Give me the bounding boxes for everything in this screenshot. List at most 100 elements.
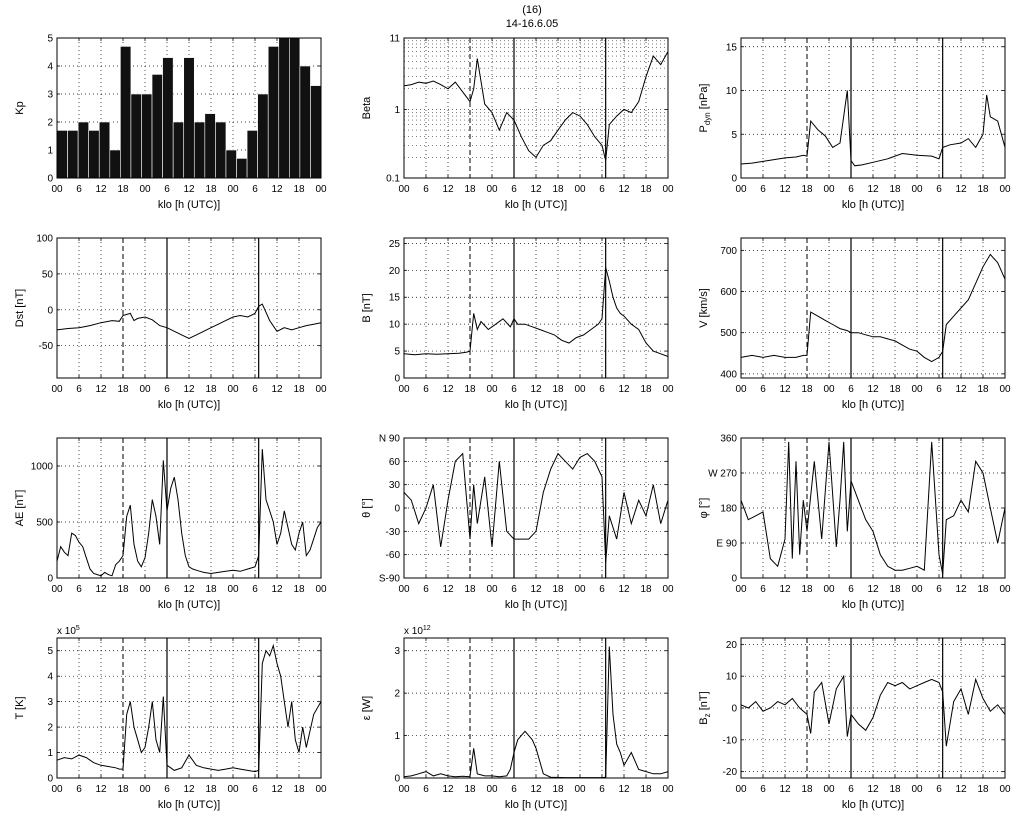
kp-bar	[172, 121, 185, 179]
plot-frame	[740, 637, 1006, 779]
figure-subtitle: 14-16.6.05	[505, 18, 559, 30]
x-tick-label: 6	[164, 384, 170, 395]
x-tick-label: 6	[252, 784, 258, 795]
x-tick-label: 6	[164, 784, 170, 795]
series-line-temp	[56, 643, 322, 773]
x-tick-label: 12	[955, 584, 967, 595]
x-tick-label: 00	[51, 584, 63, 595]
y-tick-label: 3	[47, 697, 53, 708]
x-tick-label: 00	[486, 584, 498, 595]
x-tick-label: 00	[735, 584, 747, 595]
plot-frame	[403, 637, 669, 779]
x-tick-label: 6	[760, 784, 766, 795]
plot-frame	[740, 37, 1006, 179]
y-tick-label: 180	[720, 504, 737, 515]
x-tick-label: 00	[823, 584, 835, 595]
y-tick-label: 5	[47, 646, 53, 657]
x-axis-label: klo [h (UTC)]	[158, 799, 220, 811]
x-tick-label: 00	[398, 184, 410, 195]
x-tick-label: 00	[735, 184, 747, 195]
y-tick-label: 400	[720, 369, 737, 380]
x-tick-label: 00	[662, 184, 674, 195]
figure-title: (16)	[522, 4, 542, 16]
y-tick-label: W 270	[708, 469, 737, 480]
x-tick-label: 18	[552, 784, 564, 795]
x-axis-label: klo [h (UTC)]	[505, 399, 567, 411]
x-tick-label: 00	[227, 784, 239, 795]
x-tick-label: 18	[640, 184, 652, 195]
y-axis-label: Dst [nT]	[14, 289, 26, 328]
y-tick-label: -50	[39, 341, 54, 352]
kp-bar	[215, 121, 227, 179]
x-tick-label: 6	[936, 184, 942, 195]
x-tick-label: 12	[779, 584, 791, 595]
x-tick-label: 12	[271, 184, 283, 195]
x-tick-label: 12	[271, 584, 283, 595]
kp-bar	[278, 37, 290, 179]
x-tick-label: 00	[823, 784, 835, 795]
x-tick-label: 12	[867, 784, 879, 795]
x-tick-label: 00	[486, 384, 498, 395]
x-tick-label: 6	[848, 584, 854, 595]
x-tick-label: 00	[227, 584, 239, 595]
x-tick-label: 6	[936, 384, 942, 395]
kp-bar	[204, 113, 216, 179]
y-tick-label: 4	[47, 672, 53, 683]
y-tick-label: 0	[731, 174, 737, 185]
y-axis-label: ε [W]	[361, 696, 373, 720]
kp-bar	[77, 121, 89, 179]
x-tick-label: 18	[889, 784, 901, 795]
x-tick-label: 00	[911, 184, 923, 195]
x-tick-label: 6	[511, 784, 517, 795]
x-tick-label: 00	[999, 784, 1011, 795]
y-tick-label: 600	[720, 287, 737, 298]
x-tick-label: 00	[398, 584, 410, 595]
x-tick-label: 12	[95, 184, 107, 195]
x-tick-label: 00	[574, 584, 586, 595]
x-tick-label: 18	[801, 584, 813, 595]
x-tick-label: 12	[271, 384, 283, 395]
kp-bar	[67, 130, 79, 179]
x-tick-label: 00	[315, 784, 327, 795]
x-tick-label: 00	[51, 384, 63, 395]
x-tick-label: 12	[183, 184, 195, 195]
y-tick-label: S-90	[379, 574, 401, 585]
y-tick-label: 4	[47, 62, 53, 73]
y-axis-label: Bz [nT]	[698, 691, 712, 724]
kp-bar	[246, 130, 258, 179]
series-line-beta	[403, 51, 669, 161]
kp-bar	[88, 130, 100, 179]
x-tick-label: 12	[442, 384, 454, 395]
x-tick-label: 18	[801, 784, 813, 795]
x-tick-label: 12	[955, 184, 967, 195]
x-tick-label: 00	[662, 584, 674, 595]
x-tick-label: 00	[139, 384, 151, 395]
x-tick-label: 18	[552, 384, 564, 395]
kp-bar	[130, 93, 142, 179]
kp-bar	[109, 149, 121, 179]
x-tick-label: 18	[293, 784, 305, 795]
x-tick-label: 12	[779, 184, 791, 195]
x-tick-label: 18	[552, 184, 564, 195]
y-tick-label: -30	[386, 527, 401, 538]
x-tick-label: 12	[95, 584, 107, 595]
x-tick-label: 12	[779, 384, 791, 395]
x-tick-label: 00	[999, 584, 1011, 595]
panel-bz: 00 6 12 18 00 6 12 18 00 6 12 18 00 -20 -10 0 10 20 klo [h…	[698, 637, 1011, 811]
y-axis-label: B [nT]	[361, 293, 373, 322]
y-tick-label: 0.1	[386, 174, 400, 185]
series-line-eps	[403, 646, 669, 779]
y-tick-label: 10	[726, 672, 738, 683]
x-tick-label: 12	[955, 384, 967, 395]
y-axis-label: Beta	[361, 96, 373, 120]
panel-v: 00 6 12 18 00 6 12 18 00 6 12 18 00 400 500 600 700 klo […	[698, 237, 1011, 411]
x-tick-label: 18	[977, 584, 989, 595]
x-axis-label: klo [h (UTC)]	[842, 399, 904, 411]
plot-frame	[56, 637, 322, 779]
series-line-v	[740, 253, 1006, 363]
